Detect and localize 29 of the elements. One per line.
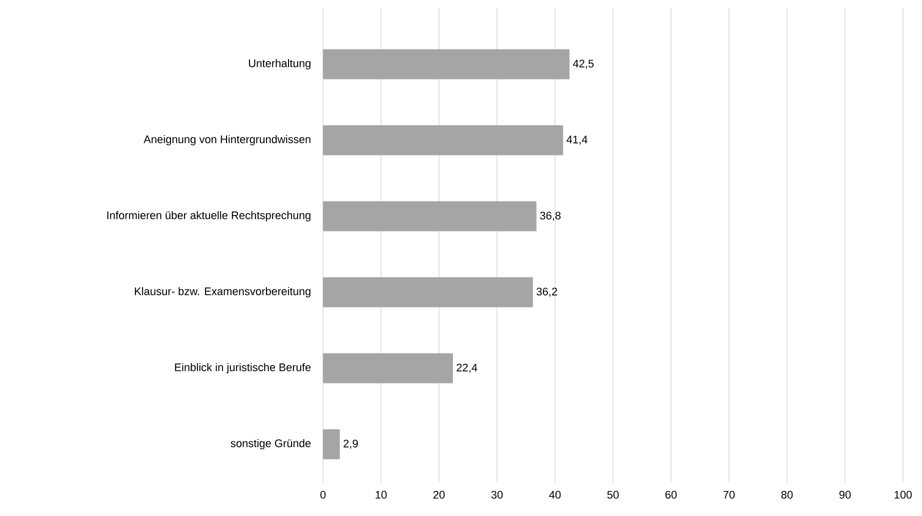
x-tick-label: 50 bbox=[607, 490, 619, 499]
y-tick-label: Einblick in juristische Berufe bbox=[175, 363, 311, 374]
bar bbox=[323, 353, 453, 384]
y-tick-label: Informieren über aktuelle Rechtsprechung bbox=[107, 211, 310, 222]
data-label: 41,4 bbox=[566, 136, 588, 145]
y-tick-label: Unterhaltung bbox=[248, 59, 310, 70]
x-tick-label: 70 bbox=[723, 490, 735, 499]
x-tick-label: 90 bbox=[839, 490, 851, 499]
bar bbox=[323, 277, 533, 308]
y-tick-label: Klausur- bzw. Examensvorbereitung bbox=[134, 287, 310, 298]
data-label: 36,8 bbox=[540, 212, 561, 221]
y-tick-label: sonstige Gründe bbox=[230, 439, 311, 450]
x-tick-label: 100 bbox=[894, 490, 912, 499]
x-tick-label: 20 bbox=[433, 490, 445, 499]
x-tick-label: 40 bbox=[549, 490, 561, 499]
x-tick-label: 60 bbox=[665, 490, 677, 499]
x-tick-label: 80 bbox=[781, 490, 793, 499]
bar bbox=[323, 49, 570, 80]
data-label: 42,5 bbox=[572, 60, 594, 69]
data-label: 36,2 bbox=[536, 288, 558, 297]
data-label: 22,4 bbox=[456, 364, 478, 373]
y-tick-label: Aneignung von Hintergrundwissen bbox=[144, 135, 310, 146]
bar bbox=[323, 125, 564, 156]
bar bbox=[323, 201, 536, 232]
data-label: 2,9 bbox=[344, 440, 358, 449]
x-tick-label: 10 bbox=[376, 490, 387, 499]
bar bbox=[323, 429, 340, 460]
x-tick-label: 0 bbox=[320, 490, 326, 499]
x-tick-label: 30 bbox=[491, 490, 503, 499]
